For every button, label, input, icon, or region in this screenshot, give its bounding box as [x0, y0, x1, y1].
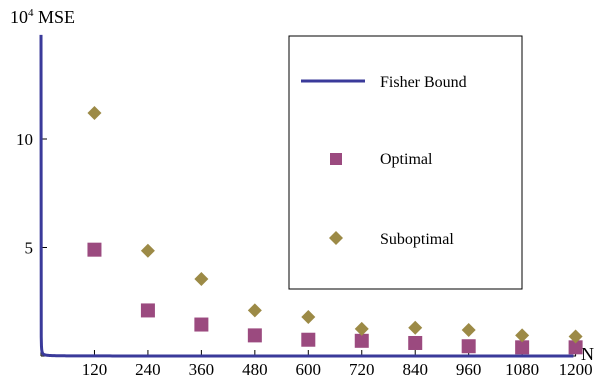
x-tick-label: 480	[242, 360, 268, 379]
y-axis-title-text: MSE	[34, 7, 76, 27]
optimal-point	[461, 339, 476, 354]
y-tick-label: 10	[16, 130, 33, 149]
suboptimal-point	[354, 321, 369, 336]
legend-box	[288, 35, 523, 290]
suboptimal-point	[87, 105, 102, 120]
optimal-point	[301, 332, 316, 347]
legend-suboptimal-marker	[329, 231, 343, 245]
x-tick-label: 1200	[559, 360, 593, 379]
y-tick-label: 5	[25, 239, 34, 258]
plot-area	[39, 34, 583, 358]
x-tick-label: 240	[135, 360, 161, 379]
suboptimal-point	[194, 271, 209, 286]
legend: Fisher Bound Optimal Suboptimal	[288, 35, 523, 290]
x-tick-label: 600	[296, 360, 322, 379]
legend-label-fisher: Fisher Bound	[380, 74, 467, 91]
series-line-fisher-bound	[39, 34, 574, 358]
x-tick-label: 1080	[505, 360, 539, 379]
x-tick-label: 960	[456, 360, 482, 379]
x-tick-label: 360	[189, 360, 215, 379]
legend-label-suboptimal: Suboptimal	[380, 231, 454, 248]
suboptimal-point	[461, 322, 476, 337]
optimal-point	[408, 335, 423, 350]
optimal-point	[87, 242, 102, 257]
x-tick-label: 720	[349, 360, 375, 379]
suboptimal-point	[247, 303, 262, 318]
y-axis-title: 104 MSE	[10, 7, 75, 27]
optimal-point	[247, 328, 262, 343]
y-axis-title-base: 10	[10, 7, 28, 27]
suboptimal-point	[301, 309, 316, 324]
suboptimal-point	[568, 329, 583, 344]
optimal-point	[568, 340, 583, 355]
y-axis-title-exp: 4	[28, 7, 34, 19]
optimal-point	[194, 317, 209, 332]
legend-optimal-marker	[330, 153, 342, 165]
x-tick-label: 840	[402, 360, 428, 379]
optimal-point	[354, 333, 369, 348]
suboptimal-point	[408, 320, 423, 335]
optimal-point	[140, 303, 155, 318]
x-tick-label: 120	[82, 360, 108, 379]
suboptimal-point	[140, 243, 155, 258]
x-axis-title: N	[581, 344, 594, 364]
legend-label-optimal: Optimal	[380, 151, 433, 168]
suboptimal-point	[515, 328, 530, 343]
optimal-point	[515, 340, 530, 355]
